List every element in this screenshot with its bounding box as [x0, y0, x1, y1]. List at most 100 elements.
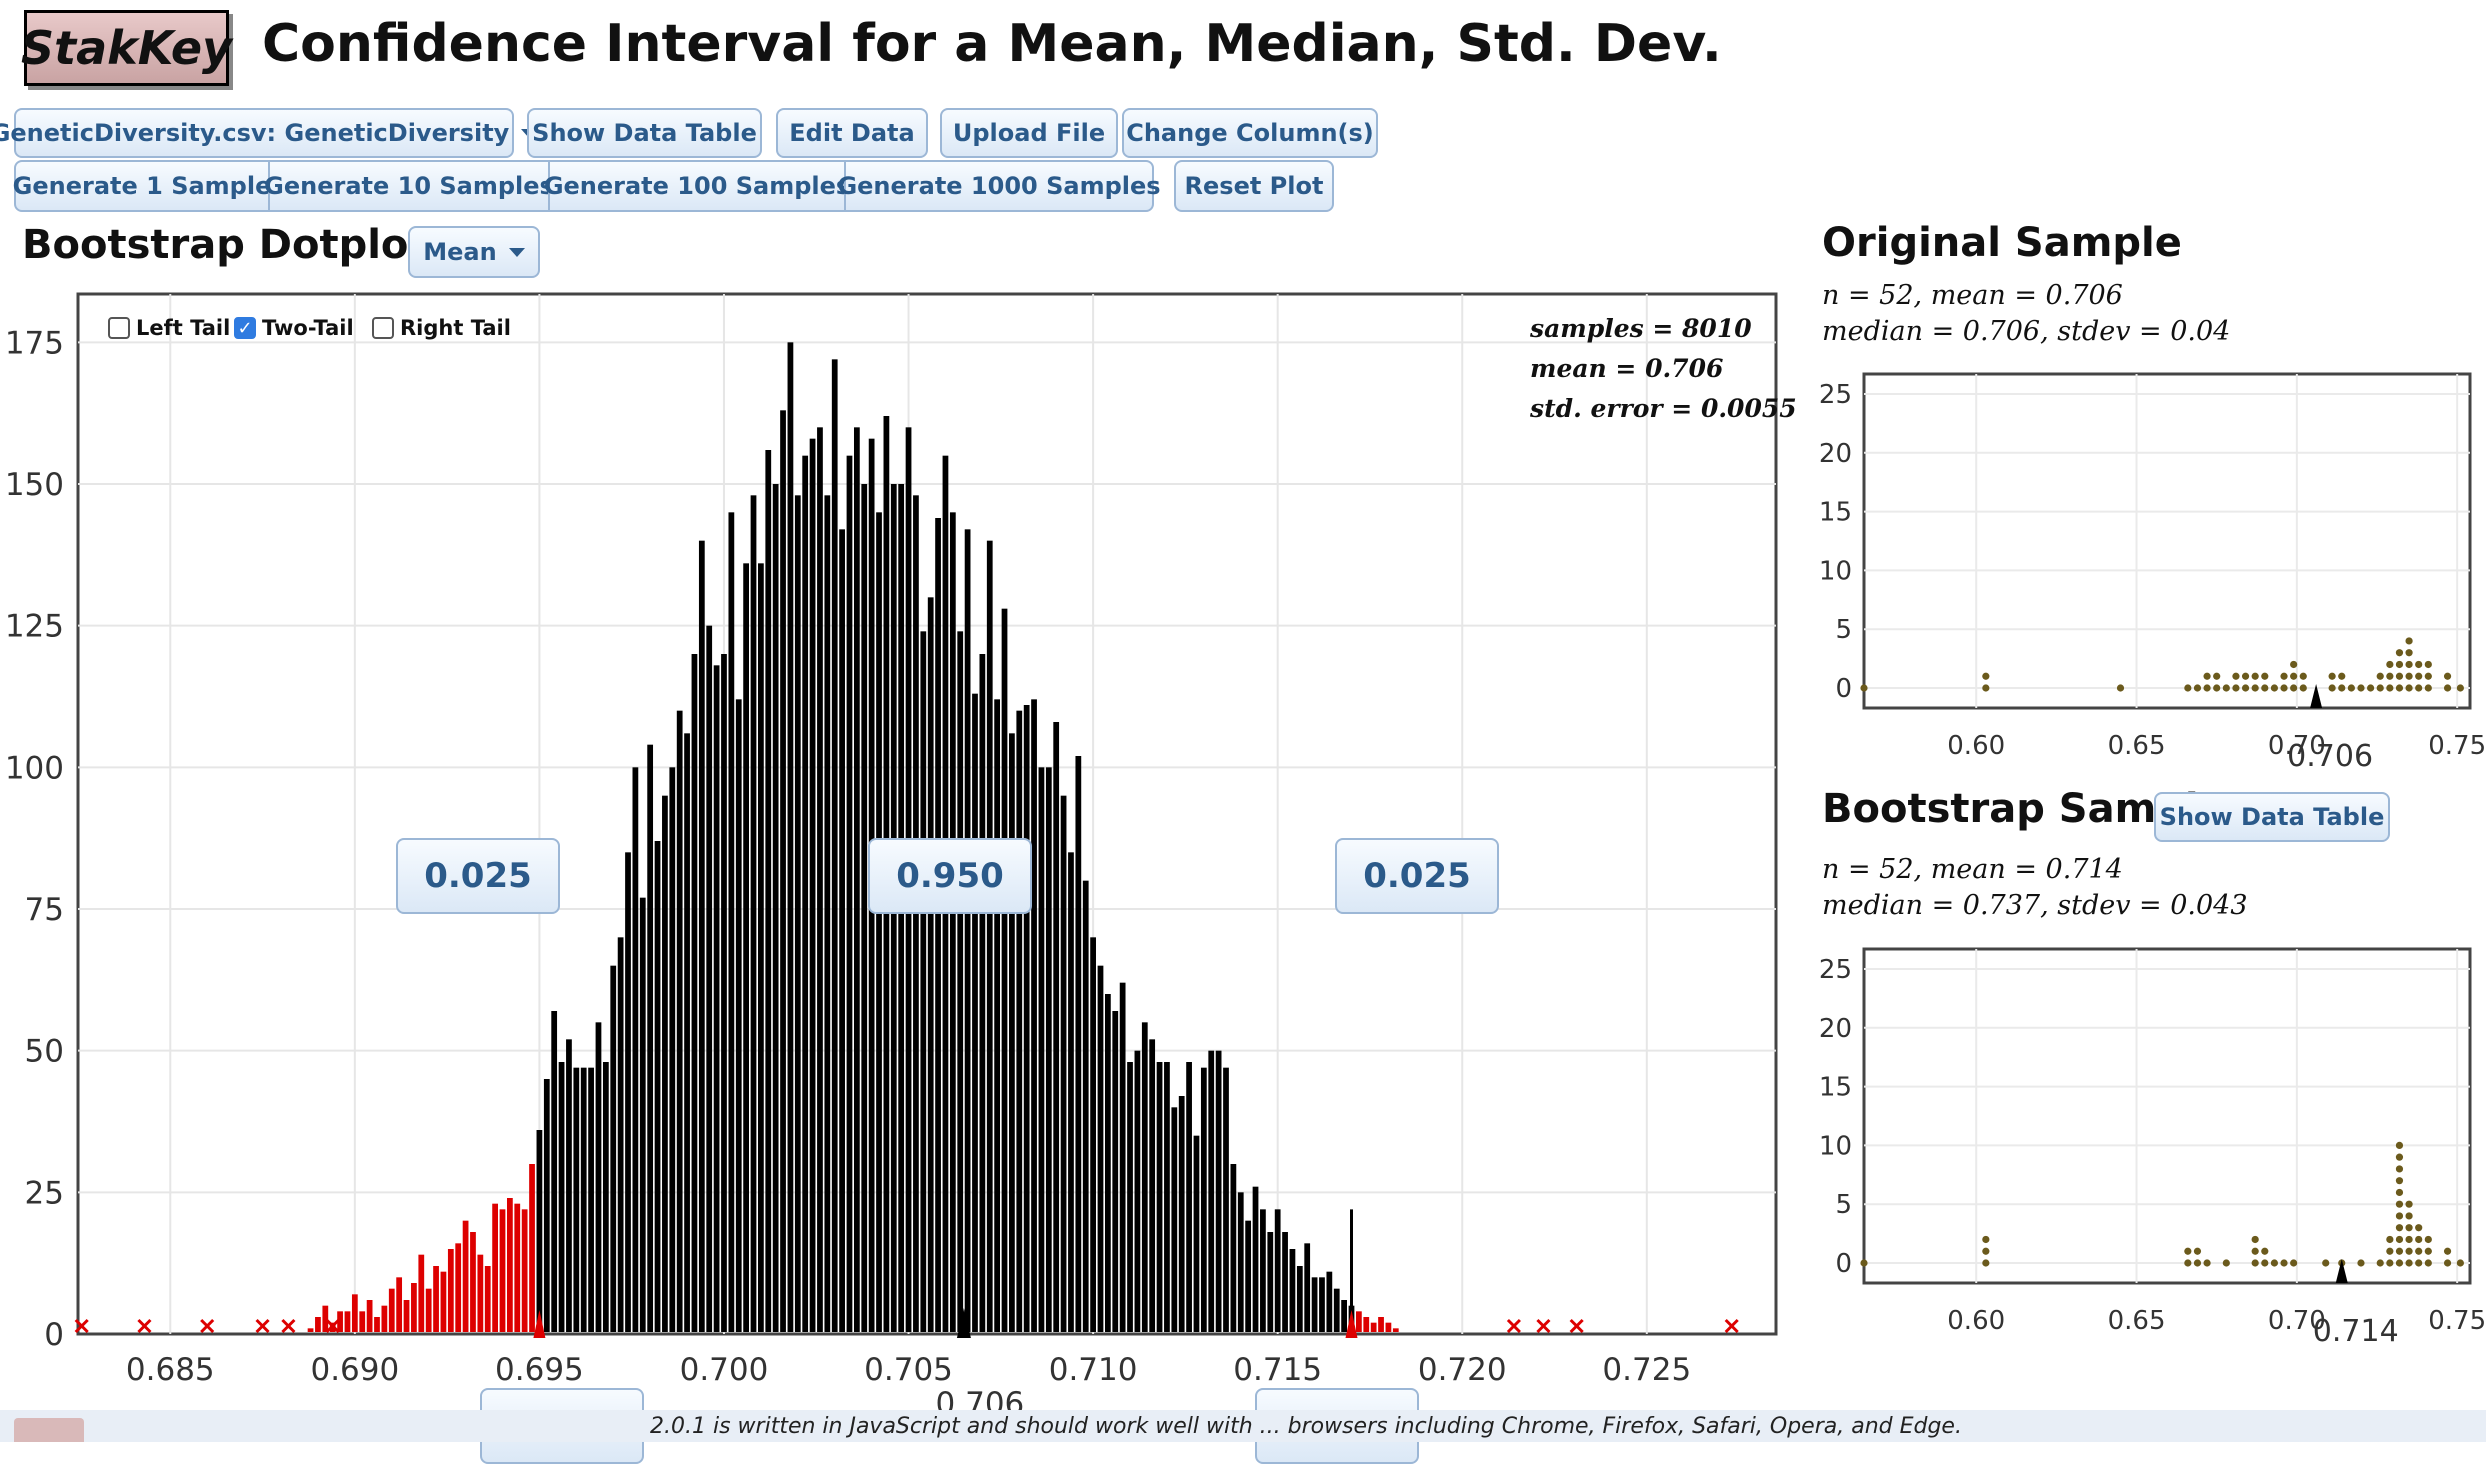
change-columns-button[interactable]: Change Column(s) — [1122, 108, 1378, 158]
data-dot — [2251, 672, 2259, 680]
middle-bar — [1193, 1135, 1200, 1332]
middle-bar — [964, 529, 971, 1332]
middle-bar — [662, 795, 668, 1332]
tail-bar — [1363, 1317, 1370, 1332]
middle-bar — [1038, 767, 1045, 1332]
middle-bar — [1075, 756, 1082, 1332]
data-dot — [1860, 684, 1868, 692]
tail-bar — [492, 1203, 498, 1332]
middle-bar — [1104, 994, 1111, 1332]
x-tick-label: 0.685 — [126, 1352, 215, 1388]
y-tick-label: 125 — [5, 609, 64, 645]
x-tick-label: 0.75 — [2428, 731, 2486, 761]
tail-bar — [1392, 1328, 1399, 1332]
data-dot — [2405, 1200, 2413, 1208]
middle-bar — [1223, 1067, 1229, 1332]
middle-bar — [1112, 1011, 1119, 1332]
data-dot — [2203, 1259, 2211, 1267]
data-dot — [2222, 1259, 2230, 1267]
right-tail-checkbox[interactable]: Right Tail — [372, 316, 511, 340]
left-tail-checkbox[interactable]: Left Tail — [108, 316, 230, 340]
statkey-logo[interactable]: StakKey — [21, 10, 232, 86]
reset-plot-button[interactable]: Reset Plot — [1174, 160, 1334, 212]
middle-bar — [654, 841, 661, 1332]
middle-bar — [1252, 1186, 1259, 1332]
checkbox-box[interactable] — [108, 317, 130, 339]
data-dot — [2386, 1247, 2394, 1255]
middle-bar — [1208, 1050, 1215, 1332]
data-dot — [2395, 1200, 2404, 1208]
middle-bar — [1053, 722, 1060, 1332]
y-tick-label: 0 — [1835, 674, 1852, 704]
middle-proportion[interactable]: 0.950 — [868, 838, 1032, 914]
data-dot — [2386, 684, 2394, 692]
statistic-dropdown[interactable]: Mean — [408, 226, 540, 278]
upload-file-button[interactable]: Upload File — [940, 108, 1118, 158]
y-tick-label: 5 — [1835, 1190, 1852, 1220]
generate-1-sample-button[interactable]: Generate 1 Sample — [13, 160, 271, 212]
mean-marker — [956, 1308, 971, 1338]
data-dot — [2322, 1259, 2330, 1267]
middle-bar — [824, 495, 831, 1332]
mean-marker — [2335, 1259, 2348, 1283]
middle-bar — [566, 1039, 572, 1332]
data-dot — [2290, 684, 2298, 692]
bootstrap-stats-line1: n = 52, mean = 0.714 — [1822, 854, 2123, 885]
middle-bar — [698, 540, 705, 1332]
dataset-dropdown[interactable]: GeneticDiversity.csv: GeneticDiversity — [0, 108, 538, 158]
data-dot — [2405, 1235, 2413, 1244]
data-dot — [2415, 1247, 2423, 1255]
middle-bar — [1289, 1249, 1296, 1332]
data-dot — [2456, 684, 2464, 692]
middle-bar — [1326, 1271, 1333, 1332]
x-tick-label: 0.705 — [864, 1352, 953, 1388]
left-tail-proportion[interactable]: 0.025 — [396, 838, 560, 914]
data-dot — [2395, 1141, 2404, 1149]
data-dot — [2424, 1259, 2432, 1267]
outlier-mark — [1569, 1318, 1584, 1334]
middle-bar — [935, 518, 941, 1332]
edit-data-button[interactable]: Edit Data — [776, 108, 928, 158]
plot-frame — [76, 292, 1778, 1336]
generate-100-samples-button[interactable]: Generate 100 Samples — [544, 160, 850, 212]
middle-bar — [1260, 1209, 1266, 1332]
x-tick-label: 0.70 — [2268, 731, 2326, 761]
cutoff-marker — [1345, 1310, 1358, 1338]
generate-1000-samples-button[interactable]: Generate 1000 Samples — [837, 160, 1161, 212]
middle-bar — [846, 455, 853, 1332]
x-tick-label: 0.695 — [495, 1352, 584, 1388]
tail-bar — [1370, 1322, 1377, 1332]
bootstrap-show-data-table-button[interactable]: Show Data Table — [2154, 792, 2390, 842]
data-dot — [2395, 1224, 2404, 1232]
data-dot — [1982, 1235, 1990, 1244]
middle-bar — [573, 1067, 580, 1332]
generate-10-samples-button[interactable]: Generate 10 Samples — [264, 160, 554, 212]
checkbox-box[interactable] — [372, 317, 394, 339]
middle-bar — [787, 342, 794, 1332]
middle-bar — [1274, 1209, 1281, 1332]
tail-bar — [322, 1305, 329, 1332]
data-dot — [2424, 1235, 2432, 1244]
data-dot — [2270, 684, 2279, 692]
x-tick-label: 0.60 — [1947, 1306, 2005, 1336]
two-tail-checkbox[interactable]: ✓ Two-Tail — [234, 316, 354, 340]
middle-bar — [765, 450, 772, 1332]
data-dot — [2395, 649, 2404, 657]
outlier-mark — [74, 1318, 89, 1334]
right-tail-proportion[interactable]: 0.025 — [1335, 838, 1499, 914]
middle-bar — [1333, 1288, 1340, 1332]
middle-bar — [1296, 1266, 1303, 1332]
original-stats-line2: median = 0.706, stdev = 0.04 — [1822, 316, 2231, 347]
show-data-table-button[interactable]: Show Data Table — [527, 108, 762, 158]
outlier-mark — [1724, 1318, 1739, 1334]
middle-bar — [1186, 1062, 1192, 1332]
middle-bar — [639, 897, 646, 1332]
middle-bar — [1230, 1164, 1237, 1332]
data-dot — [2405, 649, 2413, 657]
data-dot — [2395, 672, 2404, 680]
outlier-mark — [281, 1318, 296, 1334]
data-dot — [2193, 1247, 2202, 1255]
checkmark-icon[interactable]: ✓ — [234, 317, 256, 339]
data-dot — [2424, 684, 2432, 692]
tail-bar — [307, 1328, 314, 1332]
